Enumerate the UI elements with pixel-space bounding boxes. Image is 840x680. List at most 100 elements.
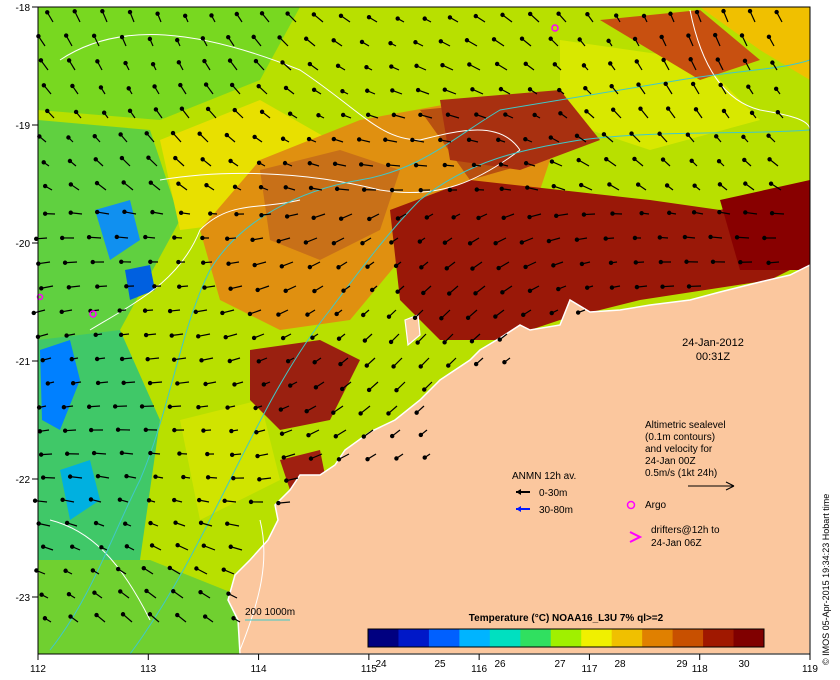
sealevel-contours — [49, 9, 811, 651]
velocity-arrow-head — [229, 428, 234, 434]
velocity-arrow-head — [604, 156, 609, 162]
velocity-arrow-head — [575, 310, 581, 315]
velocity-arrow-head — [224, 132, 230, 138]
velocity-arrow-head — [422, 387, 427, 392]
velocity-arrow-head — [657, 131, 662, 136]
velocity-arrow-head — [123, 60, 128, 66]
scale-arrow-head — [725, 481, 735, 491]
velocity-arrow-head — [610, 107, 616, 112]
velocity-arrow-head — [202, 614, 208, 619]
velocity-arrow-head — [549, 159, 555, 164]
velocity-arrow-head — [171, 357, 177, 362]
velocity-arrow-head — [336, 336, 342, 341]
sealevel-line-2: (0.1m contours) — [645, 432, 715, 443]
velocity-arrow-head — [557, 87, 562, 93]
velocity-arrow-head — [334, 186, 340, 192]
velocity-arrow-head — [303, 36, 309, 41]
velocity-arrow-head — [254, 430, 259, 435]
velocity-arrow-head — [67, 474, 73, 479]
velocity-arrow-head — [331, 410, 336, 415]
velocity-arrow-head — [115, 566, 121, 572]
velocity-arrow-head — [690, 81, 696, 87]
velocity-arrow-head — [548, 36, 553, 41]
anmn-shallow-arrow-head — [516, 489, 521, 495]
velocity-arrow-head — [117, 308, 122, 313]
plot-frame — [37, 6, 811, 655]
velocity-arrow-head — [474, 187, 479, 192]
velocity-arrow-head — [200, 157, 205, 162]
velocity-arrow-head — [232, 184, 238, 190]
velocity-arrow-head — [556, 286, 561, 292]
velocity-arrow-head — [685, 132, 691, 137]
velocity-arrow-head — [283, 185, 288, 190]
velocity-arrow-head — [61, 404, 67, 410]
velocity-arrow-head — [251, 335, 257, 341]
velocity-arrow-head — [256, 83, 261, 89]
velocity-arrow-head — [418, 112, 423, 118]
velocity-arrow-head — [90, 568, 96, 573]
velocity-arrow-head — [362, 338, 368, 343]
velocity-arrow-head — [66, 58, 72, 63]
velocity-arrow-head — [221, 567, 226, 572]
velocity-arrow-head — [287, 111, 293, 116]
velocity-arrow-head — [336, 265, 341, 270]
velocity-arrow-head — [331, 38, 336, 43]
velocity-arrow-head — [169, 333, 174, 338]
velocity-arrow-head — [464, 38, 470, 43]
colorbar-swatch — [398, 629, 430, 647]
velocity-arrow-head — [389, 240, 394, 245]
velocity-arrow-head — [139, 404, 145, 409]
velocity-arrow-head — [255, 453, 260, 459]
velocity-arrow-head — [229, 452, 235, 458]
velocity-arrow-head — [258, 184, 264, 190]
velocity-arrow-head — [261, 382, 267, 387]
velocity-arrow-head — [86, 404, 92, 409]
velocity-arrow-head — [498, 162, 504, 167]
velocity-arrow-head — [93, 520, 99, 526]
velocity-arrow-head — [442, 240, 448, 245]
velocity-arrow-head — [310, 335, 315, 340]
velocity-arrow-head — [339, 386, 345, 392]
colorbar-swatch — [733, 629, 765, 647]
velocity-arrow-head — [500, 12, 505, 18]
velocity-arrow-head — [114, 234, 120, 240]
velocity-arrow-head — [556, 11, 561, 16]
velocity-arrow-head — [231, 475, 236, 481]
velocity-arrow-head — [64, 333, 69, 338]
velocity-arrow-head — [365, 264, 370, 269]
velocity-arrow-head — [579, 261, 585, 267]
sealevel-legend: Altimetric sealevel (0.1m contours) and … — [645, 420, 735, 491]
land — [227, 263, 811, 655]
velocity-arrow-head — [178, 82, 183, 88]
velocity-arrow-head — [494, 61, 500, 67]
velocity-arrow-head — [124, 284, 129, 289]
velocity-arrow-head — [276, 312, 281, 317]
velocity-arrow-head — [366, 387, 372, 393]
velocity-arrow-head — [498, 86, 504, 92]
velocity-arrow-head — [503, 112, 508, 117]
velocity-arrows — [31, 8, 785, 623]
velocity-arrow-head — [742, 157, 747, 163]
velocity-arrow-head — [90, 259, 95, 265]
velocity-arrow-head — [521, 312, 526, 318]
colorbar-ticks: 24 25 26 27 28 29 30 — [375, 659, 750, 670]
colorbar-frame — [367, 628, 765, 648]
velocity-arrow-head — [88, 427, 94, 433]
velocity-arrow-head — [225, 521, 230, 526]
velocity-arrow-head — [393, 263, 399, 269]
latitude-axis: -18 -19 -20 -21 -22 -23 — [16, 3, 38, 604]
velocity-arrow-head — [259, 109, 265, 115]
velocity-arrow-head — [283, 85, 289, 91]
velocity-arrow-head — [386, 162, 391, 168]
velocity-arrow-head — [574, 237, 580, 242]
velocity-arrow-head — [523, 160, 529, 166]
credit-text: © IMOS 05-Apr-2015 19:34:23 Hobart time — [821, 494, 831, 665]
velocity-arrow-head — [222, 498, 227, 503]
velocity-arrow-head — [721, 108, 727, 114]
colorbar-swatch — [672, 629, 704, 647]
velocity-arrow-head — [743, 181, 748, 186]
velocity-arrow-head — [549, 310, 554, 316]
velocity-arrow-head — [473, 13, 479, 19]
velocity-arrow-head — [388, 339, 394, 345]
velocity-arrow-head — [88, 497, 94, 502]
